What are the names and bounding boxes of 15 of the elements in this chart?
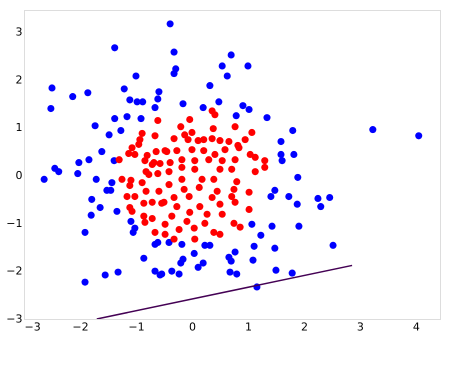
- y-tick-label: 1: [16, 121, 22, 134]
- x-tick-label: 1: [244, 320, 252, 334]
- x-tick-label: 4: [412, 320, 420, 334]
- y-tick-label: −2: [6, 264, 22, 278]
- x-tick-label: −3: [24, 320, 41, 334]
- y-tick-label: 2: [16, 73, 22, 86]
- x-tick-label: −1: [128, 320, 145, 334]
- y-tick-label: −1: [6, 216, 22, 230]
- y-tick-label: 3: [16, 26, 22, 39]
- x-tick-label: 2: [300, 320, 308, 334]
- y-tick-label: 0: [16, 169, 22, 182]
- x-tick-label: 3: [356, 320, 364, 334]
- y-tick-label: −3: [6, 312, 22, 326]
- x-tick-label: 0: [188, 320, 196, 334]
- x-tick-label: −2: [72, 320, 89, 334]
